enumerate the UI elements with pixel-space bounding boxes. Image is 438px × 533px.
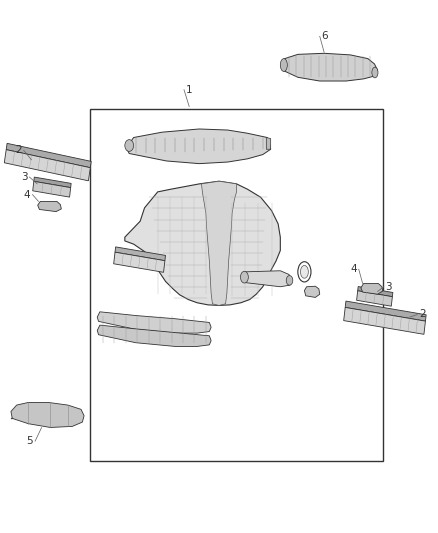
Polygon shape — [266, 138, 271, 149]
Polygon shape — [127, 129, 271, 164]
Text: 5: 5 — [26, 437, 33, 446]
Bar — [90, 109, 383, 461]
Polygon shape — [4, 150, 90, 181]
Text: 4: 4 — [350, 264, 357, 274]
Ellipse shape — [372, 67, 378, 78]
Ellipse shape — [280, 59, 287, 71]
Polygon shape — [6, 143, 91, 168]
Polygon shape — [114, 252, 165, 272]
Polygon shape — [357, 291, 392, 306]
Polygon shape — [201, 181, 237, 305]
Polygon shape — [281, 53, 378, 81]
Polygon shape — [115, 247, 166, 261]
Polygon shape — [345, 301, 426, 321]
Polygon shape — [243, 271, 290, 287]
Text: 1: 1 — [186, 85, 193, 94]
Text: 3: 3 — [385, 282, 392, 292]
Polygon shape — [125, 181, 280, 305]
Polygon shape — [11, 410, 69, 421]
Text: 2: 2 — [419, 310, 426, 319]
Polygon shape — [11, 402, 84, 427]
Ellipse shape — [125, 140, 134, 151]
Text: 3: 3 — [21, 172, 28, 182]
Polygon shape — [361, 284, 383, 294]
Polygon shape — [38, 201, 61, 212]
Polygon shape — [304, 286, 320, 297]
Polygon shape — [97, 312, 211, 333]
Text: 6: 6 — [321, 31, 328, 41]
Ellipse shape — [300, 265, 308, 278]
Polygon shape — [33, 181, 71, 197]
Text: 4: 4 — [24, 190, 31, 199]
Ellipse shape — [240, 271, 248, 283]
Polygon shape — [34, 177, 71, 188]
Polygon shape — [358, 287, 393, 297]
Polygon shape — [344, 308, 425, 334]
Text: 2: 2 — [15, 146, 22, 155]
Polygon shape — [97, 325, 211, 346]
Ellipse shape — [286, 276, 293, 285]
